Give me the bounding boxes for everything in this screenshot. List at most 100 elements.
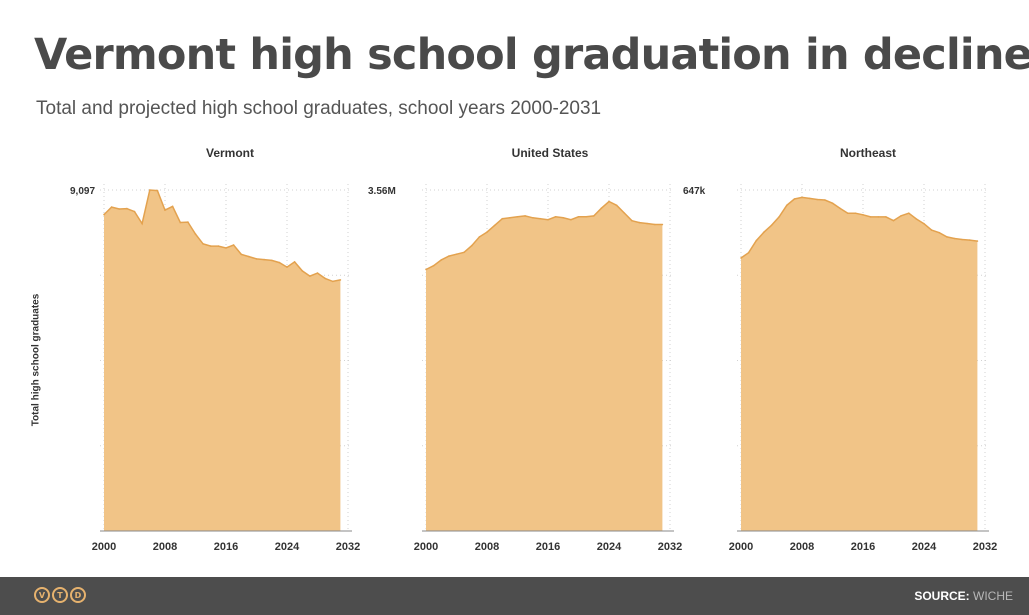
- data-point: [110, 206, 113, 208]
- data-point: [332, 280, 334, 283]
- data-point: [770, 224, 773, 227]
- x-tick-label: 2024: [597, 541, 622, 553]
- data-point: [877, 216, 880, 218]
- chart-panel-united-states: United States 3.56M 2000 2008 2016 2024 2032: [368, 146, 682, 553]
- data-point: [225, 247, 227, 249]
- source-credit: SOURCE: WICHE: [914, 589, 1013, 603]
- data-point: [278, 261, 281, 264]
- data-point: [793, 198, 796, 200]
- data-point: [493, 224, 496, 227]
- data-point: [149, 189, 151, 191]
- data-point: [539, 217, 542, 220]
- data-point: [126, 207, 128, 210]
- data-point: [824, 199, 826, 201]
- data-point: [930, 229, 933, 231]
- area-line-vermont: [103, 189, 341, 283]
- data-point: [631, 219, 633, 222]
- data-point: [554, 216, 557, 218]
- data-point: [623, 212, 626, 214]
- data-point: [593, 215, 595, 217]
- x-tick-label: 2008: [153, 541, 177, 553]
- panel-title: Northeast: [840, 146, 896, 160]
- area-line-united-states: [425, 200, 663, 271]
- panel-title: Vermont: [206, 146, 254, 160]
- data-point: [923, 222, 925, 225]
- data-point: [908, 212, 910, 214]
- data-point: [654, 223, 656, 226]
- y-max-label: 9,097: [70, 186, 95, 197]
- data-point: [286, 266, 288, 268]
- data-point: [210, 245, 212, 247]
- data-point: [600, 207, 603, 209]
- data-point: [740, 257, 742, 259]
- data-point: [202, 243, 204, 245]
- data-point: [892, 219, 895, 222]
- data-point: [141, 222, 143, 225]
- data-point: [194, 233, 197, 235]
- data-point: [486, 231, 488, 233]
- data-point: [448, 255, 450, 257]
- data-point: [471, 244, 473, 247]
- x-tick-label: 2032: [658, 541, 682, 553]
- data-point: [455, 253, 458, 255]
- data-point: [577, 216, 580, 218]
- data-point: [615, 204, 618, 207]
- data-point: [263, 258, 265, 261]
- data-point: [232, 244, 235, 246]
- data-point: [847, 212, 849, 214]
- data-point: [432, 264, 435, 267]
- data-point: [946, 236, 948, 238]
- data-point: [562, 217, 565, 219]
- data-point: [463, 251, 465, 254]
- x-tick-label: 2016: [536, 541, 560, 553]
- panel-title: United States: [512, 146, 589, 160]
- x-tick-label: 2016: [851, 541, 875, 553]
- x-tick-label: 2024: [275, 541, 300, 553]
- x-tick-label: 2008: [790, 541, 814, 553]
- y-max-label: 647k: [683, 186, 706, 197]
- data-point: [524, 215, 526, 217]
- data-point: [316, 272, 319, 274]
- data-point: [425, 268, 427, 271]
- area-series-united-states: [426, 201, 663, 531]
- x-tick-label: 2000: [92, 541, 116, 553]
- data-point: [763, 231, 765, 233]
- data-point: [747, 251, 750, 254]
- footer-bar: V T D SOURCE: WICHE: [0, 577, 1029, 615]
- page-subtitle: Total and projected high school graduate…: [36, 98, 602, 119]
- data-point: [179, 221, 182, 224]
- x-tick-label: 2032: [973, 541, 997, 553]
- chart-panel-vermont: Vermont 9,097 2000 2008 2016 2024 2032: [70, 146, 360, 553]
- data-point: [661, 223, 664, 226]
- data-point: [324, 277, 326, 280]
- area-series-vermont: [104, 190, 341, 531]
- x-tick-label: 2008: [475, 541, 499, 553]
- data-point: [646, 222, 648, 225]
- data-point: [801, 196, 803, 199]
- data-point: [271, 259, 273, 262]
- data-point: [839, 207, 841, 210]
- data-point: [309, 275, 311, 277]
- data-point: [755, 239, 758, 242]
- data-point: [217, 245, 220, 247]
- data-point: [570, 218, 572, 221]
- data-point: [862, 214, 864, 216]
- page-title: Vermont high school graduation in declin…: [34, 30, 1029, 80]
- x-tick-label: 2032: [336, 541, 360, 553]
- data-point: [293, 261, 296, 263]
- logo-ring-v: V: [34, 587, 50, 603]
- data-point: [509, 217, 511, 219]
- data-point: [608, 200, 610, 203]
- data-point: [953, 237, 956, 240]
- source-value: WICHE: [973, 589, 1013, 603]
- vtd-logo: V T D: [34, 587, 86, 603]
- data-point: [118, 208, 121, 210]
- data-point: [831, 202, 834, 204]
- data-point: [156, 189, 159, 192]
- data-point: [240, 253, 243, 256]
- x-tick-label: 2016: [214, 541, 238, 553]
- data-point: [638, 221, 641, 224]
- data-point: [976, 240, 979, 242]
- data-point: [786, 204, 788, 207]
